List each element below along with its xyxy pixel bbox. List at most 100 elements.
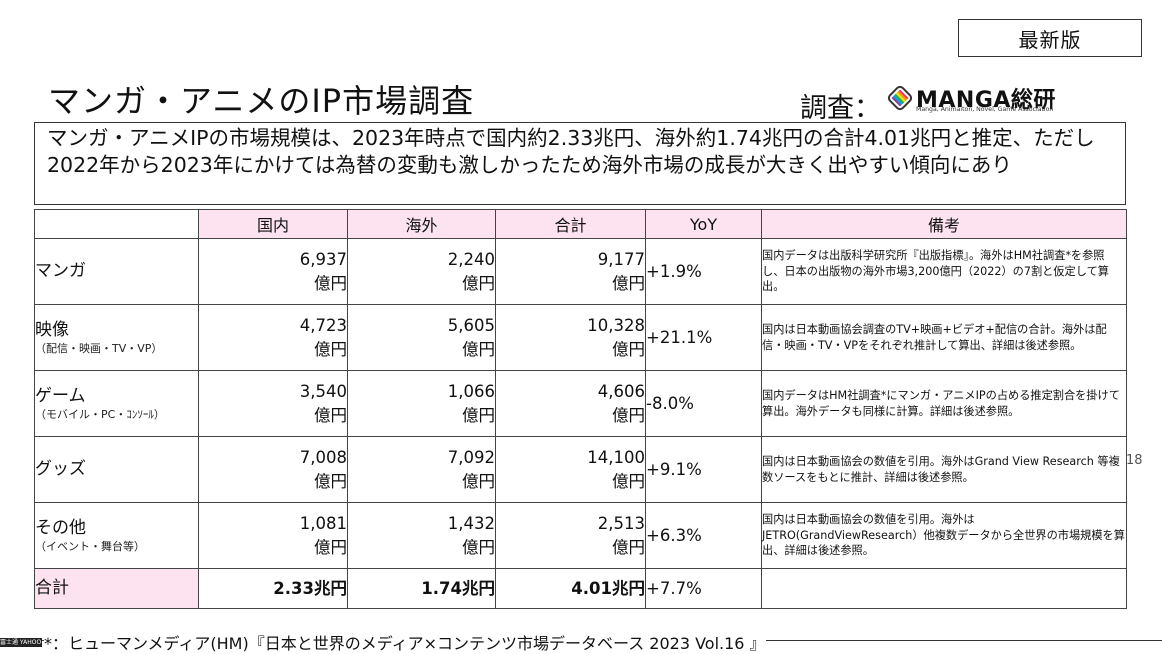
total-cell: 9,177 億円	[495, 238, 646, 305]
row-category: マンガ	[34, 238, 199, 305]
table-header-row: 国内 海外 合計 YoY 備考	[34, 209, 1127, 239]
unit-label: 億円	[314, 339, 347, 359]
table-row: その他 （イベント・舞台等） 1,081 億円 1,432 億円 2,513 億円 +…	[34, 502, 1127, 569]
category-name: 合計	[35, 578, 69, 598]
domestic-cell: 7,008 億円	[198, 436, 348, 503]
domestic-total-cell: 2.33兆円	[198, 568, 348, 609]
domestic-cell: 3,540 億円	[198, 370, 348, 437]
ticker-strip: 冨士通 YAHOO	[0, 638, 42, 647]
domestic-cell: 1,081 億円	[198, 502, 348, 569]
unit-label: 億円	[612, 273, 645, 293]
yoy-cell: +9.1%	[645, 436, 762, 503]
category-sub: （モバイル・PC・ｺﾝｿｰﾙ）	[35, 407, 165, 421]
row-category: ゲーム （モバイル・PC・ｺﾝｿｰﾙ）	[34, 370, 199, 437]
note-cell: 国内は日本動画協会調査のTV+映画+ビデオ+配信の合計。海外は配信・映画・TV・…	[761, 304, 1127, 371]
total-cell: 14,100 億円	[495, 436, 646, 503]
manga-soken-logo: MANGA総研 Manga, Animaiton, Novel, Game As…	[888, 82, 1088, 118]
header-domestic: 国内	[198, 209, 348, 239]
unit-label: 億円	[314, 537, 347, 557]
yoy-cell: -8.0%	[645, 370, 762, 437]
unit-label: 億円	[314, 405, 347, 425]
unit-label: 億円	[612, 471, 645, 491]
yoy-cell: +6.3%	[645, 502, 762, 569]
table-row: 映像 （配信・映画・TV・VP） 4,723 億円 5,605 億円 10,328 億…	[34, 304, 1127, 371]
note-cell: 国内は日本動画協会の数値を引用。海外はJETRO(GrandViewResear…	[761, 502, 1127, 569]
total-category: 合計	[34, 568, 199, 609]
unit-label: 億円	[462, 339, 495, 359]
summary-box: マンガ・アニメIPの市場規模は、2023年時点で国内約2.33兆円、海外約1.7…	[34, 122, 1126, 205]
total-cell: 4,606 億円	[495, 370, 646, 437]
header-total: 合計	[495, 209, 646, 239]
domestic-cell: 6,937 億円	[198, 238, 348, 305]
category-name: その他	[35, 517, 86, 538]
total-value: 9,177	[597, 249, 645, 269]
overseas-value: 5,605	[447, 315, 495, 335]
page-number: 18	[1126, 453, 1143, 468]
domestic-value: 4,723	[299, 315, 347, 335]
logo-mark-icon	[888, 86, 912, 110]
domestic-value: 7,008	[299, 447, 347, 467]
total-cell: 10,328 億円	[495, 304, 646, 371]
logo-name: MANGA総研	[916, 88, 1056, 113]
table-row: ゲーム （モバイル・PC・ｺﾝｿｰﾙ） 3,540 億円 1,066 億円 4,60…	[34, 370, 1127, 437]
yoy-total-cell: +7.7%	[645, 568, 762, 609]
footnote: *：ヒューマンメディア(HM)『日本と世界のメディア×コンテンツ市場データベース…	[44, 630, 766, 654]
domestic-value: 6,937	[299, 249, 347, 269]
grand-total-cell: 4.01兆円	[495, 568, 646, 609]
unit-label: 億円	[314, 273, 347, 293]
category-name: 映像	[35, 319, 69, 340]
overseas-value: 2,240	[447, 249, 495, 269]
note-cell: 国内データはHM社調査*にマンガ・アニメIPの占める推定割合を掛けて算出。海外デ…	[761, 370, 1127, 437]
unit-label: 億円	[462, 405, 495, 425]
table-row: グッズ 7,008 億円 7,092 億円 14,100 億円 +9.1% 国内は日本…	[34, 436, 1127, 503]
total-cell: 2,513 億円	[495, 502, 646, 569]
unit-label: 億円	[612, 537, 645, 557]
total-value: 10,328	[587, 315, 645, 335]
yoy-cell: +21.1%	[645, 304, 762, 371]
overseas-cell: 1,432 億円	[347, 502, 496, 569]
latest-version-badge: 最新版	[958, 19, 1142, 57]
total-value: 2,513	[597, 513, 645, 533]
yoy-cell: +1.9%	[645, 238, 762, 305]
unit-label: 億円	[462, 471, 495, 491]
unit-label: 億円	[314, 471, 347, 491]
unit-label: 億円	[612, 405, 645, 425]
row-category: 映像 （配信・映画・TV・VP）	[34, 304, 199, 371]
domestic-value: 3,540	[299, 381, 347, 401]
note-cell: 国内は日本動画協会の数値を引用。海外はGrand View Research 等…	[761, 436, 1127, 503]
overseas-cell: 5,605 億円	[347, 304, 496, 371]
overseas-cell: 7,092 億円	[347, 436, 496, 503]
category-name: マンガ	[35, 261, 86, 281]
category-sub: （イベント・舞台等）	[35, 539, 145, 553]
domestic-cell: 4,723 億円	[198, 304, 348, 371]
logo-subtitle: Manga, Animaiton, Novel, Game Associatio…	[916, 106, 1054, 113]
unit-label: 億円	[462, 273, 495, 293]
total-value: 4,606	[597, 381, 645, 401]
market-table: 国内 海外 合計 YoY 備考 マンガ 6,937 億円 2,240 億円 9,17…	[34, 209, 1127, 609]
unit-label: 億円	[612, 339, 645, 359]
domestic-value: 1,081	[299, 513, 347, 533]
table-total-row: 合計 2.33兆円 1.74兆円 4.01兆円 +7.7%	[34, 568, 1127, 609]
page-title: マンガ・アニメのIP市場調査	[48, 82, 475, 120]
overseas-value: 1,066	[447, 381, 495, 401]
category-name: ゲーム	[35, 385, 86, 406]
table-row: マンガ 6,937 億円 2,240 億円 9,177 億円 +1.9% 国内データは…	[34, 238, 1127, 305]
header-yoy: YoY	[645, 209, 762, 239]
overseas-value: 1,432	[447, 513, 495, 533]
overseas-cell: 1,066 億円	[347, 370, 496, 437]
note-total-cell	[761, 568, 1127, 609]
row-category: その他 （イベント・舞台等）	[34, 502, 199, 569]
overseas-cell: 2,240 億円	[347, 238, 496, 305]
header-note: 備考	[761, 209, 1127, 239]
category-sub: （配信・映画・TV・VP）	[35, 341, 163, 355]
row-category: グッズ	[34, 436, 199, 503]
note-cell: 国内データは出版科学研究所『出版指標』。海外はHM社調査*を参照し、日本の出版物…	[761, 238, 1127, 305]
overseas-total-cell: 1.74兆円	[347, 568, 496, 609]
overseas-value: 7,092	[447, 447, 495, 467]
unit-label: 億円	[462, 537, 495, 557]
total-value: 14,100	[587, 447, 645, 467]
category-name: グッズ	[35, 459, 86, 479]
header-category	[34, 209, 199, 239]
survey-label: 調査：	[800, 93, 881, 124]
header-overseas: 海外	[347, 209, 496, 239]
